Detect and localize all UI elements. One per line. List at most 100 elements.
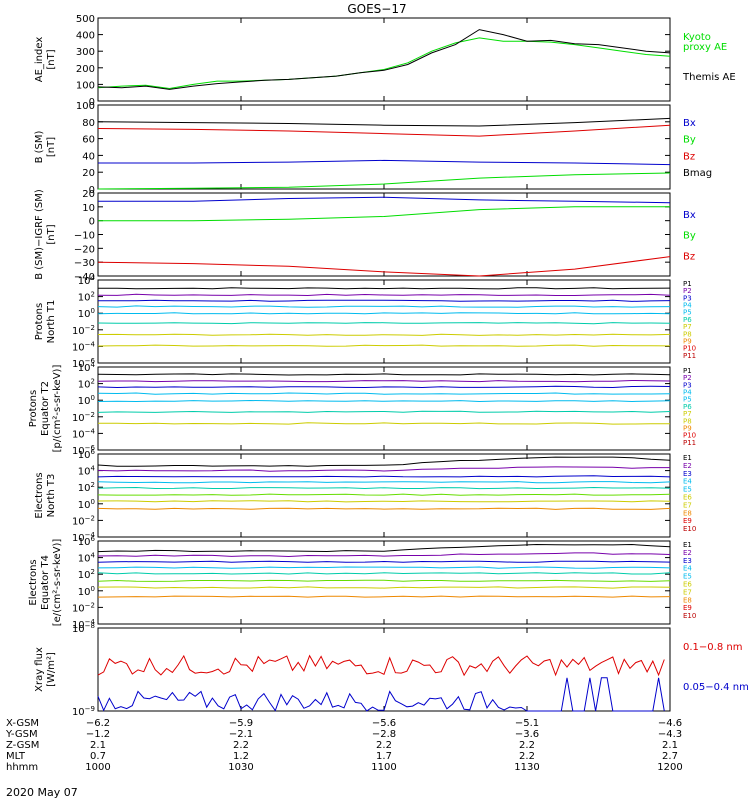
series-line: [97, 344, 671, 347]
legend-label: E1: [683, 454, 692, 462]
series-line: [97, 493, 671, 496]
legend-label: By: [683, 135, 696, 146]
legend-label: E8: [683, 509, 692, 517]
y-axis-label: Equator T2: [40, 381, 51, 436]
y-axis-label: Protons: [34, 303, 45, 340]
panel-frame: [97, 627, 671, 712]
ephemeris-value: 2.2: [376, 740, 392, 751]
legend-label: P2: [683, 287, 692, 295]
y-tick-label: 40: [82, 151, 95, 162]
y-tick-label: 0: [89, 185, 95, 196]
y-axis-label: AE_index: [34, 37, 45, 83]
y-axis-label: [nT]: [46, 49, 57, 69]
series-line: [97, 333, 671, 336]
series-line: [97, 456, 671, 467]
y-tick-label: 0: [89, 217, 95, 228]
series-line: [97, 117, 671, 127]
series-line: [97, 373, 671, 376]
y-tick-label: 500: [76, 14, 95, 25]
legend-label: P1: [683, 280, 692, 288]
series-line: [97, 572, 671, 575]
legend-label: E4: [683, 565, 692, 573]
series-line: [97, 552, 671, 558]
series-line: [98, 422, 671, 425]
legend-label: P6: [683, 403, 692, 411]
ephemeris-row-label: X-GSM: [6, 718, 39, 729]
legend-label: E10: [683, 612, 696, 620]
ephemeris-value: −5.1: [515, 718, 539, 729]
ephemeris-value: 1200: [657, 762, 682, 773]
series-line: [97, 256, 671, 277]
y-tick-label: 106: [78, 448, 96, 461]
series-line: [97, 560, 671, 563]
series-line: [97, 654, 665, 677]
ephemeris-value: 1100: [371, 762, 396, 773]
ephemeris-value: 1000: [85, 762, 110, 773]
series-line: [97, 385, 671, 389]
series-line: [98, 206, 670, 222]
y-tick-label: 10: [82, 203, 95, 214]
panel-frame: [97, 366, 671, 451]
y-tick-label: 10−4: [72, 531, 96, 544]
series-line: [97, 595, 671, 598]
ephemeris-row-label: MLT: [6, 751, 26, 762]
panel-xray: Xray flux [W/m²] 10−9 10−8 0.1−0.8 nm 0.05−0.…: [34, 622, 749, 718]
legend-label: E10: [683, 525, 696, 533]
legend-label: P5: [683, 309, 692, 317]
y-tick-label: 100: [78, 307, 95, 320]
series-line: [97, 322, 671, 325]
legend-label: P11: [683, 352, 696, 360]
legend-label: E2: [683, 549, 692, 557]
ephemeris-value: 1.7: [376, 751, 392, 762]
ephemeris-value: 2.2: [519, 740, 535, 751]
ephemeris-value: 2.2: [233, 740, 249, 751]
legend-label: P10: [683, 432, 696, 440]
panel-frame: [97, 104, 671, 190]
legend-label: P1: [683, 367, 692, 375]
legend-label: Bmag: [683, 168, 712, 179]
y-axis-label: Protons: [28, 390, 39, 427]
series-line: [97, 37, 671, 90]
ephemeris-row-label: hhmm: [6, 762, 38, 773]
series-line: [97, 677, 665, 712]
y-tick-label: 100: [76, 101, 95, 112]
y-tick-label: 20: [82, 189, 95, 200]
legend-label: P11: [683, 439, 696, 447]
legend-label: E6: [683, 494, 692, 502]
series-line: [97, 124, 671, 137]
legend-label: P4: [683, 389, 692, 397]
y-tick-label: 10−2: [72, 601, 95, 614]
y-tick-label: 104: [78, 465, 96, 478]
y-tick-label: 10−6: [72, 444, 96, 457]
ephemeris-row-label: Y-GSM: [5, 729, 38, 740]
y-tick-label: −40: [74, 272, 95, 283]
y-tick-label: 80: [82, 118, 95, 129]
series-line: [97, 500, 671, 503]
legend-label: E7: [683, 501, 692, 509]
y-tick-label: −30: [74, 258, 95, 269]
legend-label: P3: [683, 381, 692, 389]
panel-frame: [97, 17, 671, 102]
y-tick-label: 104: [78, 361, 96, 374]
ephemeris-value: −2.1: [229, 729, 253, 740]
y-tick-label: 102: [78, 378, 95, 391]
y-tick-label: 10−4: [72, 340, 96, 353]
series-line: [97, 566, 671, 569]
y-tick-label: 60: [82, 135, 95, 146]
legend-label: E6: [683, 581, 692, 589]
y-axis-label: [p/(cm²-s-sr-keV)]: [52, 365, 63, 453]
legend-label: 0.05−0.4 nm: [683, 682, 749, 693]
y-axis-label: [nT]: [46, 137, 57, 157]
ephemeris-value: −4.6: [658, 718, 682, 729]
legend-label: E5: [683, 486, 692, 494]
y-tick-label: 20: [82, 168, 95, 179]
legend-label: 0.1−0.8 nm: [683, 642, 742, 653]
legend-label: E5: [683, 573, 692, 581]
legend-label: P10: [683, 345, 696, 353]
series-line: [97, 312, 671, 315]
y-tick-label: 100: [78, 394, 95, 407]
legend-label: P7: [683, 410, 692, 418]
y-tick-label: 100: [78, 498, 95, 511]
ephemeris-row-label: Z-GSM: [6, 740, 39, 751]
